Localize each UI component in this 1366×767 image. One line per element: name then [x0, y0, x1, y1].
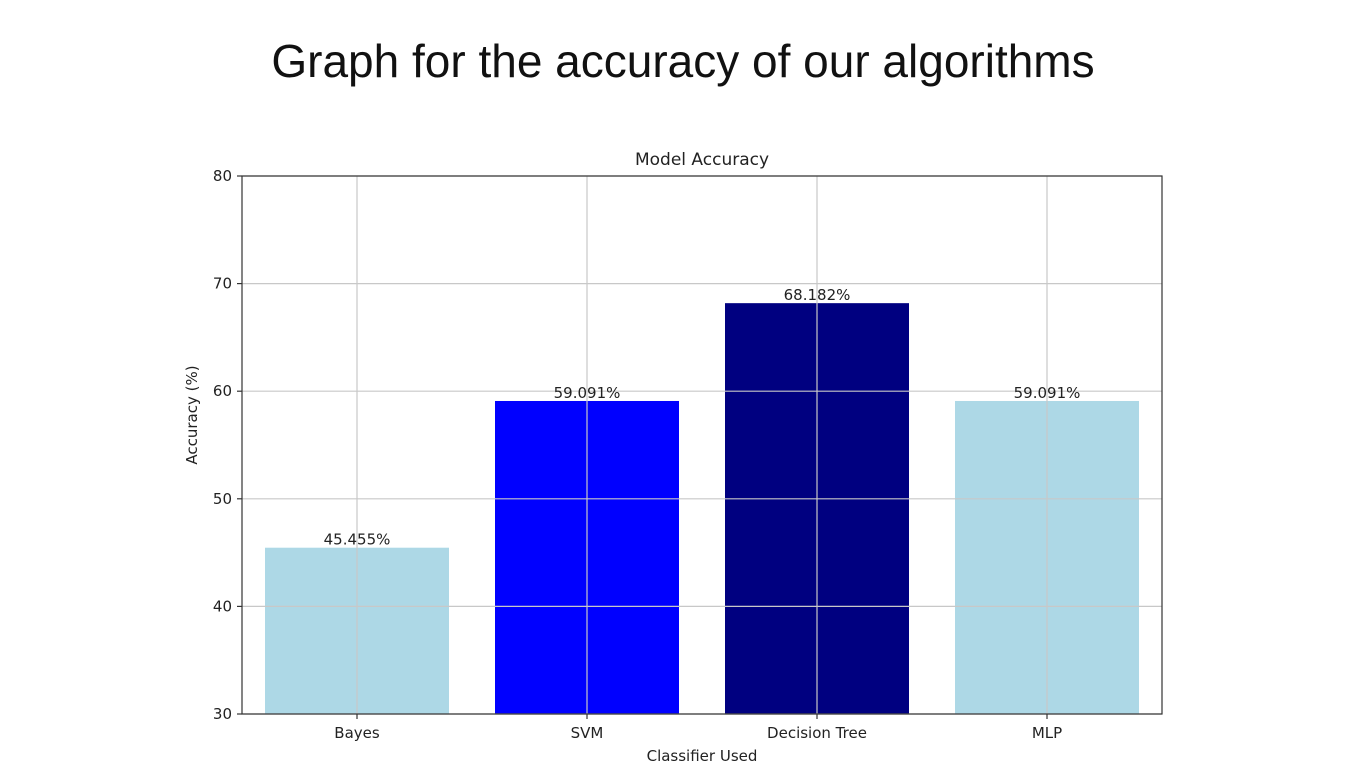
plot-frame	[241, 175, 1163, 715]
data-label: 59.091%	[1014, 384, 1081, 402]
y-tick-label: 40	[213, 597, 232, 615]
data-label: 45.455%	[324, 531, 391, 549]
y-tick-label: 50	[213, 490, 232, 508]
slide-title: Graph for the accuracy of our algorithms	[271, 35, 1095, 87]
x-tick-label: Bayes	[334, 724, 380, 742]
y-tick-label: 60	[213, 382, 232, 400]
bars	[265, 303, 1139, 714]
axes: 30 40 50 60 70 80 Bayes SVM Decision Tree MLP	[213, 167, 1163, 742]
y-axis-label: Accuracy (%)	[183, 365, 201, 464]
chart-title: Model Accuracy	[635, 150, 769, 170]
data-labels: 45.455% 59.091% 68.182% 59.091%	[324, 286, 1081, 549]
data-label: 59.091%	[554, 384, 621, 402]
y-tick-label: 70	[213, 275, 232, 293]
y-tick-label: 80	[213, 167, 232, 185]
x-axis-label: Classifier Used	[647, 747, 758, 765]
x-tick-label: SVM	[571, 724, 604, 742]
x-tick-label: Decision Tree	[767, 724, 867, 742]
x-tick-label: MLP	[1032, 724, 1062, 742]
data-label: 68.182%	[784, 286, 851, 304]
y-tick-label: 30	[213, 705, 232, 723]
